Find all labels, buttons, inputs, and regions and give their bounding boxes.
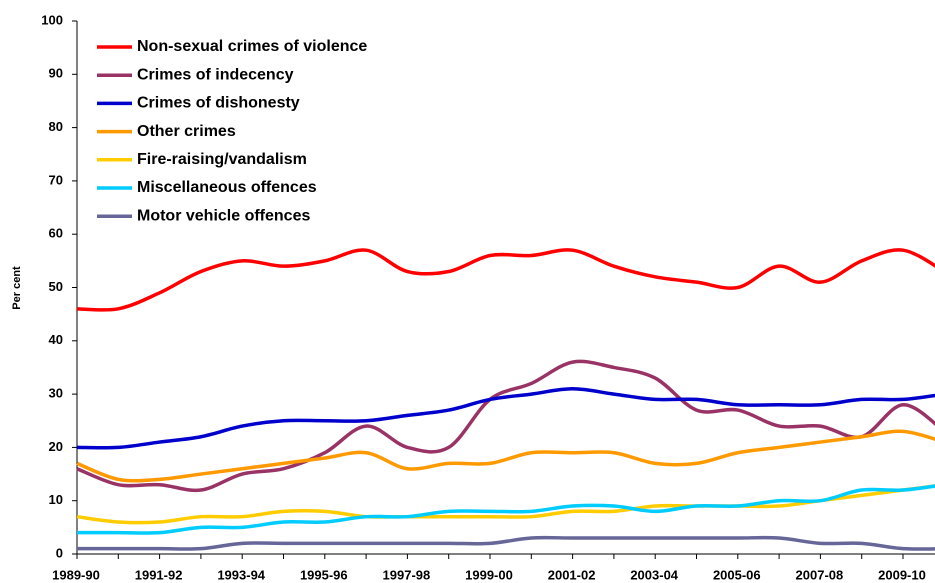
x-tick-label: 1997-98 xyxy=(383,567,431,582)
x-tick-label: 1993-94 xyxy=(217,567,265,582)
y-tick-label: 10 xyxy=(49,492,63,507)
y-tick-label: 80 xyxy=(49,119,63,134)
legend-label: Crimes of indecency xyxy=(137,66,294,83)
x-tick-label: 2003-04 xyxy=(630,567,678,582)
legend-label: Motor vehicle offences xyxy=(137,207,310,224)
series-line xyxy=(76,429,935,483)
x-tick-label: 1989-90 xyxy=(52,567,100,582)
y-tick-label: 70 xyxy=(49,172,63,187)
series-line xyxy=(77,484,935,535)
series-line xyxy=(76,248,935,312)
y-tick-label: 100 xyxy=(41,12,63,27)
series-line xyxy=(77,535,935,551)
plot-area xyxy=(76,248,935,551)
y-tick-label: 40 xyxy=(49,332,63,347)
legend-label: Non-sexual crimes of violence xyxy=(137,38,367,55)
y-tick-label: 50 xyxy=(49,279,63,294)
x-tick-label: 1995-96 xyxy=(300,567,348,582)
y-tick-label: 30 xyxy=(49,386,63,401)
legend-label: Crimes of dishonesty xyxy=(137,95,300,112)
y-axis-label: Per cent xyxy=(11,266,23,310)
x-tick-label: 1991-92 xyxy=(135,567,183,582)
legend-label: Other crimes xyxy=(137,123,236,140)
y-tick-label: 90 xyxy=(49,66,63,81)
y-tick-label: 0 xyxy=(56,545,63,560)
legend-label: Fire-raising/vandalism xyxy=(137,151,307,168)
x-tick-label: 2001-02 xyxy=(548,567,596,582)
x-tick-label: 2009-10 xyxy=(878,567,926,582)
series-line xyxy=(76,484,935,525)
series-line xyxy=(76,359,935,493)
series-line xyxy=(76,387,935,450)
legend-label: Miscellaneous offences xyxy=(137,179,317,196)
x-tick-label: 1999-00 xyxy=(465,567,513,582)
x-tick-label: 2005-06 xyxy=(713,567,761,582)
y-tick-label: 60 xyxy=(49,226,63,241)
y-tick-label: 20 xyxy=(49,439,63,454)
x-tick-label: 2007-08 xyxy=(796,567,844,582)
